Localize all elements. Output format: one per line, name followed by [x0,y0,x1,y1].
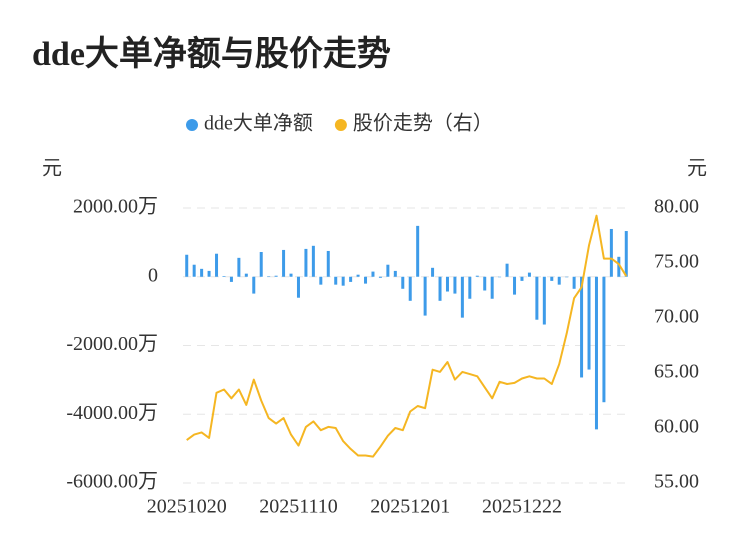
bar [609,228,613,277]
bar [416,225,420,277]
bar [453,276,457,294]
bar [296,276,300,298]
bar [542,276,546,325]
bar [565,276,569,278]
bar [282,249,286,277]
y2-tick-label: 70.00 [654,306,699,328]
bar [267,276,271,277]
bar [364,276,368,284]
chart-title: dde大单净额与股价走势 [32,35,391,73]
legend-label: 股价走势（右） [353,112,493,135]
bar [460,276,464,318]
bar [341,276,345,286]
bar [431,267,435,277]
bar [200,268,204,277]
bar [594,276,598,430]
bar [304,248,308,277]
bar [490,276,494,299]
bar [527,272,531,277]
bar [572,276,576,289]
y-tick-label: 0 [148,264,158,286]
y2-tick-label: 65.00 [654,361,699,383]
bar [229,276,233,282]
bar [550,276,554,281]
x-tick-label: 20251222 [482,496,562,518]
bar [222,276,226,277]
y-tick-label: -4000.00万 [66,402,158,424]
bar [401,276,405,289]
bar [602,276,606,403]
bar [252,276,256,294]
legend-marker [334,119,347,131]
bar [520,276,524,281]
bar [483,276,487,291]
bar [445,276,449,292]
bar [580,276,584,378]
bar [207,270,211,277]
bar [505,263,509,277]
bar [386,264,390,277]
bar [311,245,315,277]
bar [557,276,561,285]
y-tick-label: -2000.00万 [66,333,158,355]
bar [423,276,427,316]
y2-tick-label: 75.00 [654,251,699,273]
bar [393,270,397,277]
bar [378,276,382,278]
bar [192,264,196,277]
bar [237,257,241,277]
price-line [186,214,628,458]
y-tick-label: -6000.00万 [66,471,158,493]
y2-tick-label: 60.00 [654,416,699,438]
x-tick-label: 20251020 [147,496,227,518]
bar [587,276,591,370]
bar [371,271,375,277]
bar [617,256,621,277]
bar [498,276,502,278]
bar [334,276,338,285]
y2-tick-label: 55.00 [654,471,699,493]
bar [185,254,189,277]
y2-tick-label: 80.00 [654,196,699,218]
bar [408,276,412,301]
bar [468,276,472,299]
bar [475,275,479,277]
y-tick-label: 2000.00万 [73,196,158,218]
legend-label: dde大单净额 [204,112,313,135]
bar [259,252,263,277]
x-tick-label: 20251110 [259,496,338,518]
y2-axis-label: 元 [687,158,707,180]
bar [326,250,330,277]
x-tick-label: 20251201 [370,496,450,518]
bar [289,273,293,277]
y-axis-label: 元 [42,158,62,180]
bar [349,276,353,282]
bar [215,253,219,277]
bar [535,276,539,320]
bar [244,273,248,277]
bar [356,274,360,277]
bar [274,275,278,277]
bar [624,231,628,277]
bar [513,276,517,295]
bar [319,276,323,285]
legend-marker [186,119,198,131]
bar [438,276,442,301]
